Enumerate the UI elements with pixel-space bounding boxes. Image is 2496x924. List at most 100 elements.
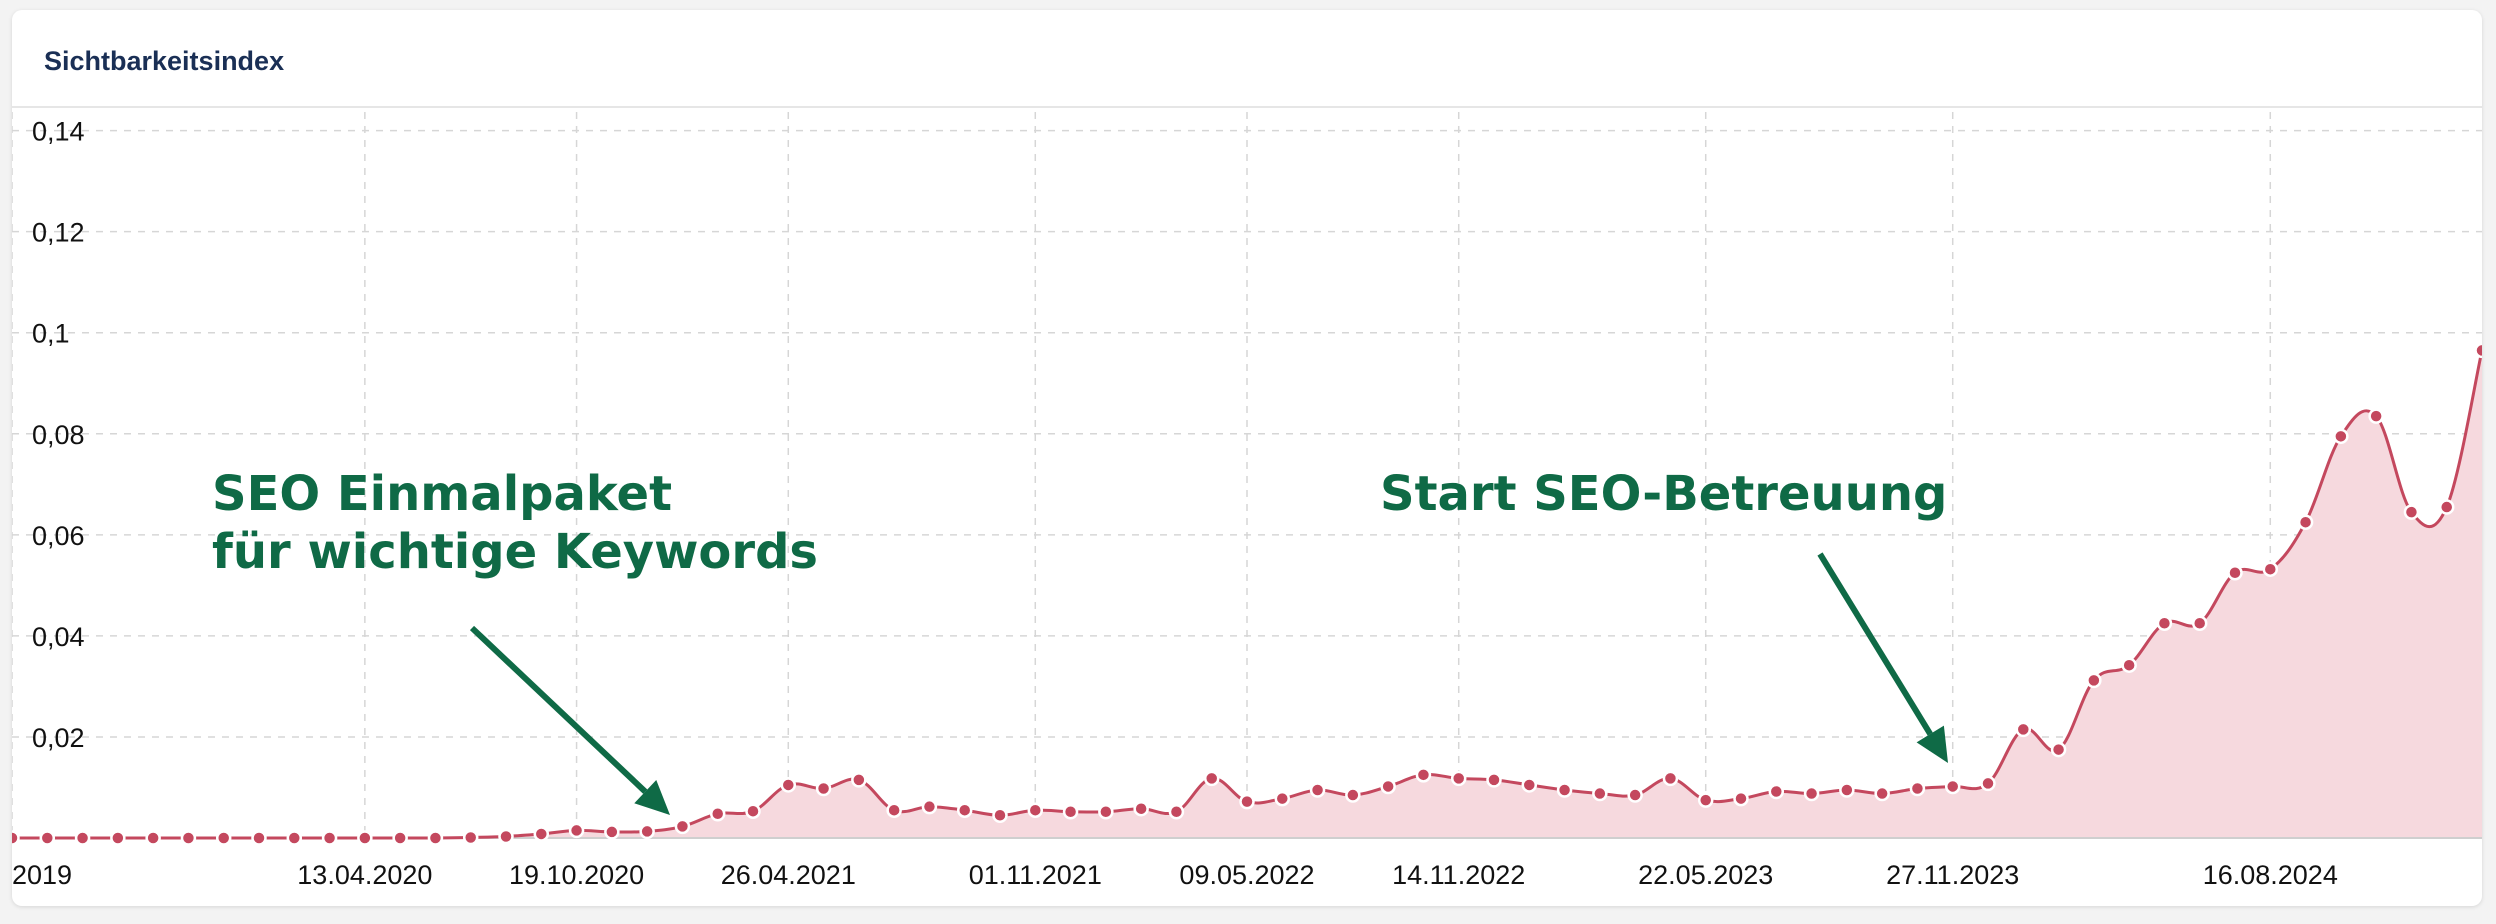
card-title: Sichtbarkeitsindex <box>44 46 285 76</box>
data-point[interactable] <box>639 823 655 840</box>
data-point[interactable] <box>1909 780 1926 797</box>
data-point[interactable] <box>2227 564 2243 581</box>
y-tick-label: 0,12 <box>32 218 85 248</box>
data-point[interactable] <box>427 830 444 846</box>
annotation-arrow-einmalpaket <box>469 625 670 815</box>
card-header: Sichtbarkeitsindex <box>12 10 2482 108</box>
data-point[interactable] <box>392 830 408 846</box>
data-point[interactable] <box>780 777 797 793</box>
y-tick-label: 0,04 <box>32 622 85 652</box>
data-point[interactable] <box>1027 802 1044 818</box>
data-point[interactable] <box>2086 672 2102 689</box>
data-point[interactable] <box>604 824 620 840</box>
data-point[interactable] <box>2333 428 2349 445</box>
data-point[interactable] <box>498 828 514 845</box>
x-tick-label: 2.07.2019 <box>12 860 72 890</box>
data-point[interactable] <box>1980 775 1996 792</box>
y-tick-label: 0,06 <box>32 521 85 551</box>
x-tick-label: 26.04.2021 <box>721 860 856 890</box>
annotation-seo-einmalpaket: SEO Einmalpaket für wichtige Keywords <box>212 466 818 580</box>
annotation-start-seo-betreuung: Start SEO-Betreuung <box>1380 466 1947 522</box>
x-tick-label: 14.11.2022 <box>1392 860 1525 890</box>
data-point[interactable] <box>1380 778 1396 795</box>
y-tick-label: 0,1 <box>32 319 70 349</box>
data-point[interactable] <box>39 830 56 846</box>
data-point[interactable] <box>568 822 585 839</box>
data-point[interactable] <box>1768 783 1785 800</box>
data-point[interactable] <box>1203 770 1220 787</box>
data-point[interactable] <box>1521 777 1538 793</box>
data-point[interactable] <box>709 805 726 822</box>
y-tick-label: 0,02 <box>32 723 85 753</box>
data-point[interactable] <box>2262 561 2279 577</box>
plot-area <box>12 342 2483 846</box>
data-point[interactable] <box>1133 800 1149 817</box>
data-point[interactable] <box>145 830 161 846</box>
data-point[interactable] <box>286 830 303 846</box>
data-point[interactable] <box>2297 514 2314 530</box>
x-tick-label: 13.04.2020 <box>297 860 432 890</box>
data-point[interactable] <box>1874 785 1890 802</box>
annotations: SEO Einmalpaket für wichtige Keywords Star… <box>212 466 1948 815</box>
data-point[interactable] <box>1944 778 1961 795</box>
data-point[interactable] <box>215 830 232 846</box>
data-point[interactable] <box>1345 787 1361 803</box>
data-point[interactable] <box>110 830 126 846</box>
data-point[interactable] <box>1486 772 1502 788</box>
data-point[interactable] <box>1168 803 1185 820</box>
grid-lines <box>12 112 2482 838</box>
data-point[interactable] <box>180 830 197 846</box>
data-point[interactable] <box>815 780 832 797</box>
data-point[interactable] <box>1415 767 1432 783</box>
data-point[interactable] <box>2015 721 2032 738</box>
data-point[interactable] <box>851 772 867 788</box>
data-point[interactable] <box>321 830 338 846</box>
data-point[interactable] <box>1839 782 1855 798</box>
data-point[interactable] <box>2368 408 2384 424</box>
data-point[interactable] <box>1662 770 1679 787</box>
x-tick-label: 22.05.2023 <box>1638 860 1773 890</box>
data-point[interactable] <box>956 802 973 818</box>
data-point[interactable] <box>357 830 373 846</box>
data-point[interactable] <box>1309 782 1326 798</box>
data-point[interactable] <box>745 803 761 819</box>
data-point[interactable] <box>1556 782 1573 798</box>
data-point[interactable] <box>1627 787 1643 803</box>
data-point[interactable] <box>1733 790 1749 807</box>
data-point[interactable] <box>1239 793 1255 810</box>
data-point[interactable] <box>2156 615 2173 632</box>
x-tick-label: 01.11.2021 <box>969 860 1102 890</box>
chart-card: Sichtbarkeitsindex 0,02 0,04 0,06 0,08 0,1 0,… <box>12 10 2482 906</box>
data-point[interactable] <box>1592 785 1608 802</box>
data-point[interactable] <box>251 830 267 846</box>
data-point[interactable] <box>74 830 91 846</box>
x-tick-label: 27.11.2023 <box>1886 860 2019 890</box>
x-tick-label: 19.10.2020 <box>509 860 644 890</box>
data-point[interactable] <box>533 826 550 842</box>
data-point[interactable] <box>2403 504 2420 520</box>
visibility-index-chart: 0,02 0,04 0,06 0,08 0,1 0,12 0,14 2.07.2019 13.… <box>12 112 2483 890</box>
data-point[interactable] <box>1697 792 1714 808</box>
data-point[interactable] <box>462 829 479 846</box>
data-point[interactable] <box>674 818 691 835</box>
x-axis: 2.07.2019 13.04.2020 19.10.2020 26.04.2021 0… <box>12 860 2338 890</box>
data-point[interactable] <box>12 830 20 846</box>
data-point[interactable] <box>992 807 1008 824</box>
data-point[interactable] <box>2191 615 2208 632</box>
y-tick-label: 0,14 <box>32 117 85 147</box>
data-point[interactable] <box>2050 741 2067 758</box>
annotation-arrow-betreuung <box>1817 552 1948 763</box>
data-point[interactable] <box>1062 803 1079 820</box>
data-point[interactable] <box>1803 785 1820 802</box>
data-point[interactable] <box>1450 770 1467 787</box>
data-point[interactable] <box>1098 803 1114 820</box>
data-point[interactable] <box>2438 499 2455 515</box>
data-point[interactable] <box>2474 342 2483 359</box>
y-axis: 0,02 0,04 0,06 0,08 0,1 0,12 0,14 <box>32 117 85 753</box>
y-tick-label: 0,08 <box>32 420 85 450</box>
data-point[interactable] <box>886 802 902 818</box>
data-point[interactable] <box>1274 790 1291 807</box>
data-point[interactable] <box>2121 657 2137 673</box>
data-point[interactable] <box>921 798 938 815</box>
series-area <box>12 350 2482 839</box>
